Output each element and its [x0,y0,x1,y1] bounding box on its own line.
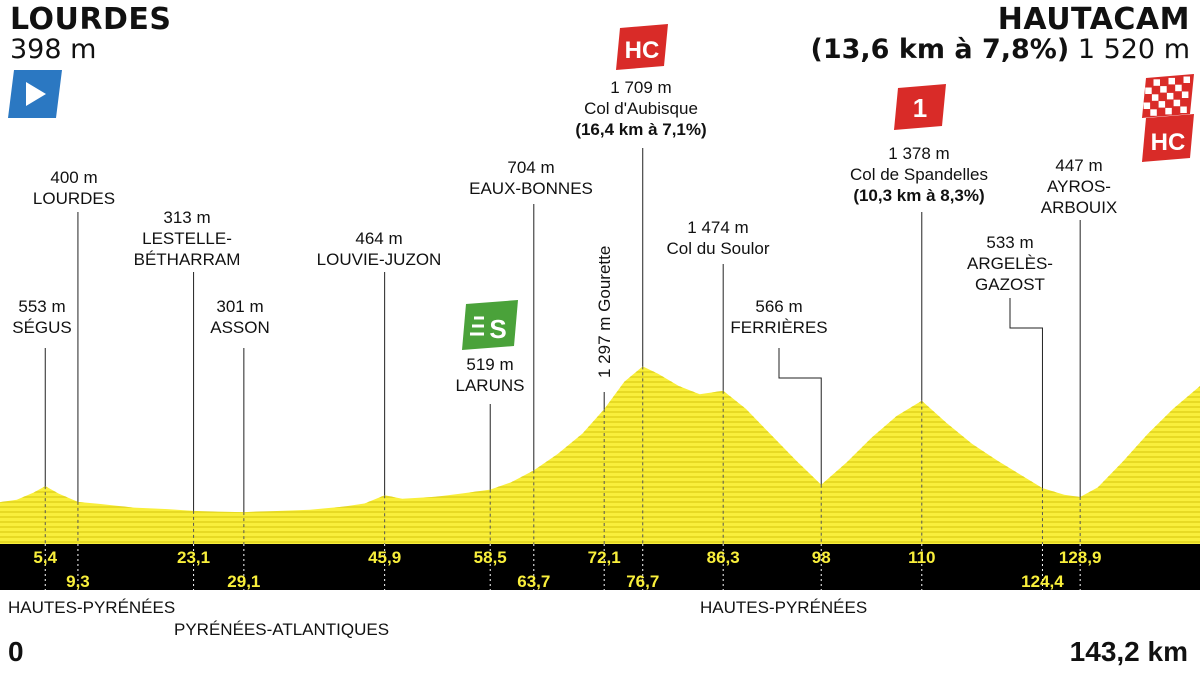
sprint-badge-label: S [489,314,506,344]
waypoint-altitude: 1 474 m [687,218,749,237]
checker-square [1153,79,1160,86]
waypoint-altitude: 400 m [50,168,98,187]
waypoint-altitude: 519 m [466,355,514,374]
checker-square [1165,107,1172,115]
km-label: 45,9 [368,548,401,567]
km-label: 76,7 [626,572,659,591]
km-label: 110 [908,548,935,567]
checker-square [1173,99,1181,107]
waypoint-name: Col du Soulor [666,239,770,258]
hc-badge-label: HC [625,37,660,64]
checker-square [1180,106,1187,113]
checker-square [1151,94,1159,101]
checker-square [1158,101,1166,108]
km-label: 9,3 [66,572,90,591]
waypoint-name: Col de Spandelles [850,165,988,184]
waypoint-name: SÉGUS [12,318,72,337]
waypoint-name-line2: BÉTHARRAM [133,250,241,269]
waypoint-altitude: 301 m [216,297,264,316]
km-label: 98 [812,548,831,567]
start-city: LOURDES [10,2,172,37]
waypoint-name: Col d'Aubisque [584,99,698,118]
waypoint-altitude: 464 m [355,229,403,248]
waypoint-climb-stats: (16,4 km à 7,1%) [575,120,707,139]
waypoint-altitude: 704 m [507,158,555,177]
km-label: 29,1 [227,572,260,591]
checker-square [1181,91,1189,98]
waypoint-altitude: 447 m [1055,156,1103,175]
km-labels: 5,4 9,3 23,1 29,1 45,9 58,5 63,7 72,1 1 297 m Go… [33,246,1101,591]
department-hautes-pyrenees-1: HAUTES-PYRÉNÉES [8,598,176,617]
waypoint-climb-stats: (10,3 km à 8,3%) [853,186,985,205]
km-label: 124,4 [1021,572,1064,591]
intermediate-sprint-badge-icon: S [462,300,518,350]
km-label: 72,1 [588,548,621,567]
finish-altitude: 1 520 m [1077,34,1190,65]
finish-city: HAUTACAM [997,2,1190,37]
waypoint-altitude: 566 m [755,297,803,316]
start-km: 0 [8,636,24,667]
waypoint-name-line2: ARBOUIX [1040,198,1118,217]
waypoint-name: EAUX-BONNES [469,179,593,198]
waypoint-altitude: 533 m [986,233,1034,252]
waypoint-label-rotated: 1 297 m Gourette [595,246,614,378]
checker-square [1150,109,1157,116]
distance-band [0,544,1200,590]
leader-line [778,348,822,485]
waypoint-altitude: 1 378 m [888,144,950,163]
waypoint-name: LOUVIE-JUZON [316,250,442,269]
waypoint-name: LARUNS [455,376,525,395]
waypoint-name: ASSON [210,318,270,337]
leader-line [1009,298,1043,489]
waypoint-name: FERRIÈRES [730,318,828,337]
elevation-profile-area [0,366,1200,544]
total-distance: 143,2 km [1069,636,1188,667]
finish-climb: (13,6 km à 7,8%) [810,34,1070,65]
km-label: 5,4 [33,548,57,567]
finish-flag-icon [1142,74,1194,118]
km-label: 58,5 [474,548,507,567]
km-label: 63,7 [517,572,550,591]
hc-climb-badge-icon: HC [616,24,668,70]
checker-square [1183,76,1190,83]
waypoint-name: LESTELLE- [142,229,232,248]
cat1-badge-label: 1 [913,93,927,123]
checker-square [1168,77,1175,85]
waypoint-altitude: 553 m [18,297,66,316]
finish-hc-badge-label: HC [1151,129,1186,156]
finish-hc-badge-icon: HC [1142,114,1194,162]
start-altitude: 398 m [10,34,97,65]
waypoint-name: ARGELÈS- [967,254,1053,273]
waypoint-leader-lines [44,148,1081,544]
waypoint-name: LOURDES [32,189,116,208]
checker-square [1175,84,1182,92]
department-pyrenees-atlantiques: PYRÉNÉES-ATLANTIQUES [174,620,390,639]
cat1-climb-badge-icon: 1 [894,84,946,130]
waypoint-name-line2: GAZOST [975,275,1045,294]
waypoint-name: AYROS- [1047,177,1111,196]
checker-square [1145,87,1152,94]
finish-info: (13,6 km à 7,8%) 1 520 m [811,34,1190,65]
department-hautes-pyrenees-2: HAUTES-PYRÉNÉES [700,598,868,617]
km-label: 128,9 [1059,548,1102,567]
start-flag-icon [8,70,62,118]
checker-square [1166,92,1174,100]
waypoint-altitude: 1 709 m [610,78,672,97]
km-label: 23,1 [177,548,210,567]
waypoint-altitude: 313 m [163,208,211,227]
checker-square [1143,102,1151,109]
km-label: 86,3 [707,548,740,567]
checker-square [1160,86,1167,93]
